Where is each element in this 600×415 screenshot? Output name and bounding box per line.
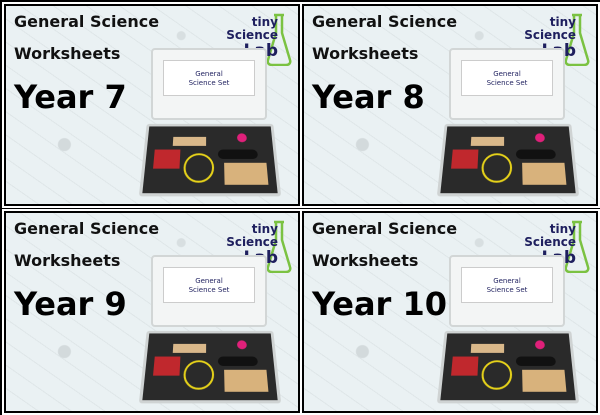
year-label: Year 7 [14,78,127,116]
year-label: Year 9 [14,285,127,323]
flask-icon [564,13,590,66]
worksheet-panel[interactable]: General Science Worksheets Year 10 tiny … [300,209,600,415]
kit-item [172,136,207,146]
title-line-2: Worksheets [14,44,121,63]
kit-card-line-1: General [195,277,223,285]
logo-tiny: tiny [549,222,576,236]
kit-card-line-2: Science Set [486,286,528,294]
kit-card: General Science Set [461,60,553,96]
science-kit-image: General Science Set [436,48,580,198]
title-line-2: Worksheets [312,44,419,63]
kit-item [224,162,269,185]
kit-lid: General Science Set [151,255,267,327]
kit-tray [138,330,282,404]
kit-lid: General Science Set [449,48,565,120]
kit-item [172,343,207,353]
title-line-1: General Science [312,12,458,31]
worksheet-panel[interactable]: General Science Worksheets Year 7 tiny S… [2,2,302,208]
kit-item [182,153,215,183]
science-kit-image: General Science Set [436,255,580,405]
logo-tiny: tiny [251,222,278,236]
kit-card-line-2: Science Set [188,79,230,87]
logo-science: Science [226,235,278,249]
kit-card-line-1: General [195,70,223,78]
kit-item [522,162,567,185]
logo-science: Science [226,28,278,42]
year-label: Year 8 [312,78,425,116]
kit-item [182,360,215,390]
kit-item [515,356,557,366]
kit-item [515,149,557,159]
kit-tray [436,330,580,404]
kit-item [480,153,513,183]
kit-item [153,356,181,376]
kit-card-line-1: General [493,277,521,285]
kit-card: General Science Set [461,267,553,303]
title-line-2: Worksheets [312,251,419,270]
flask-icon [266,13,292,66]
kit-item [217,149,259,159]
kit-item [451,356,479,376]
worksheet-panel[interactable]: General Science Worksheets Year 8 tiny S… [300,2,600,208]
kit-item [236,133,248,143]
flask-icon [564,220,590,273]
kit-lid: General Science Set [151,48,267,120]
kit-item [522,369,567,392]
flask-icon [266,220,292,273]
kit-item [451,149,479,169]
title-line-1: General Science [312,219,458,238]
logo-tiny: tiny [549,15,576,29]
kit-item [534,133,546,143]
kit-item [470,136,505,146]
title-line-1: General Science [14,12,160,31]
kit-item [236,340,248,350]
kit-item [470,343,505,353]
tiny-science-lab-logo: tiny Science Lab [218,219,292,275]
kit-item [224,369,269,392]
kit-item [534,340,546,350]
kit-item [480,360,513,390]
logo-science: Science [524,235,576,249]
science-kit-image: General Science Set [138,48,282,198]
title-line-1: General Science [14,219,160,238]
science-kit-image: General Science Set [138,255,282,405]
worksheet-panel[interactable]: General Science Worksheets Year 9 tiny S… [2,209,302,415]
kit-card-line-2: Science Set [486,79,528,87]
kit-card: General Science Set [163,267,255,303]
kit-card-line-1: General [493,70,521,78]
title-line-2: Worksheets [14,251,121,270]
kit-card-line-2: Science Set [188,286,230,294]
kit-lid: General Science Set [449,255,565,327]
logo-tiny: tiny [251,15,278,29]
kit-item [217,356,259,366]
kit-tray [138,123,282,197]
kit-card: General Science Set [163,60,255,96]
kit-item [153,149,181,169]
logo-science: Science [524,28,576,42]
kit-tray [436,123,580,197]
year-label: Year 10 [312,285,447,323]
